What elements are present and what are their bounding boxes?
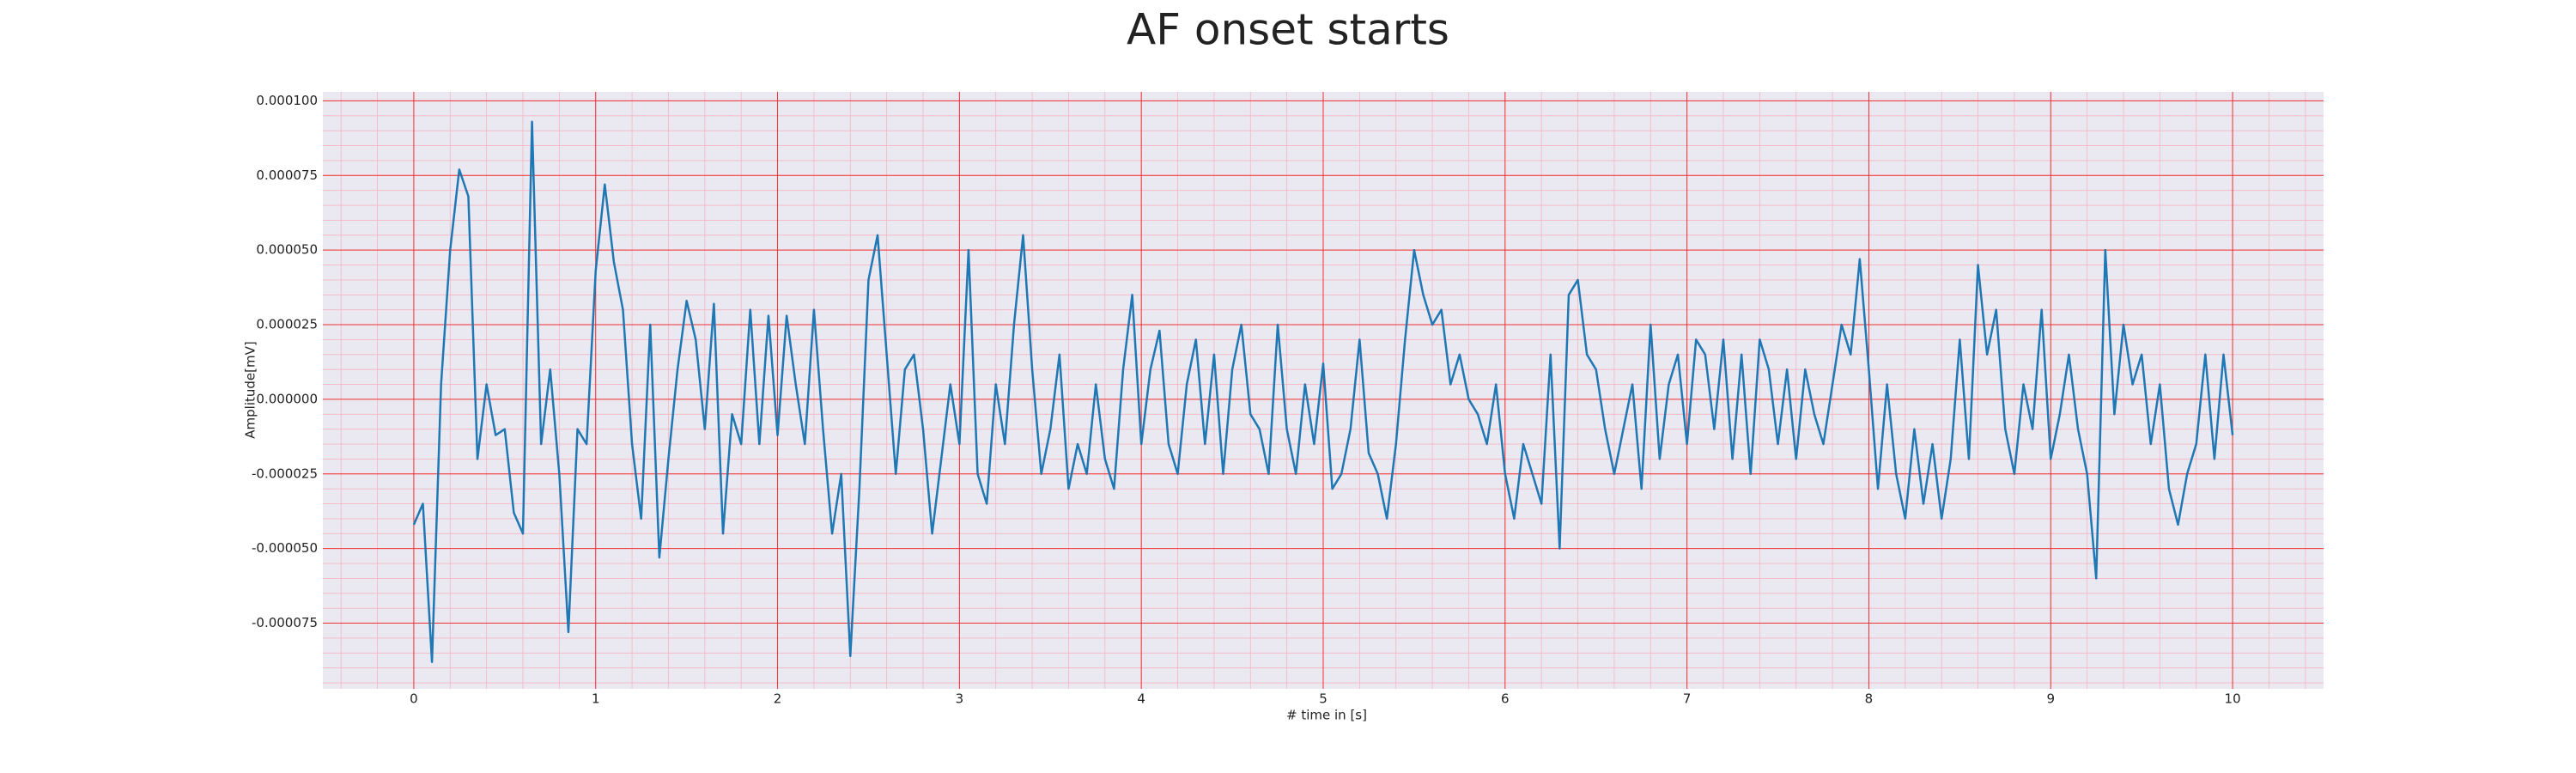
x-axis-label: # time in [s] [1286,708,1367,723]
y-tick-label: 0.000075 [256,167,318,183]
x-tick-label: 2 [774,691,782,707]
y-axis-label: Amplitude[mV] [243,341,258,438]
y-tick-label: 0.000000 [256,391,318,406]
x-tick-label: 9 [2046,691,2055,707]
x-tick-label: 6 [1501,691,1510,707]
x-tick-label: 4 [1137,691,1145,707]
x-tick-label: 10 [2225,691,2241,707]
y-tick-label: -0.000050 [252,540,318,556]
chart-title: AF onset starts [1127,5,1449,55]
y-tick-label: -0.000075 [252,615,318,630]
x-tick-label: 3 [956,691,964,707]
x-tick-label: 5 [1319,691,1327,707]
x-tick-label: 0 [410,691,418,707]
signal-line [412,120,2234,663]
y-tick-label: 0.000025 [256,317,318,332]
y-tick-label: 0.000100 [256,93,318,108]
x-tick-label: 8 [1865,691,1874,707]
x-tick-label: 1 [592,691,600,707]
y-tick-label: 0.000050 [256,242,318,258]
x-tick-label: 7 [1683,691,1692,707]
y-tick-label: -0.000025 [252,466,318,481]
